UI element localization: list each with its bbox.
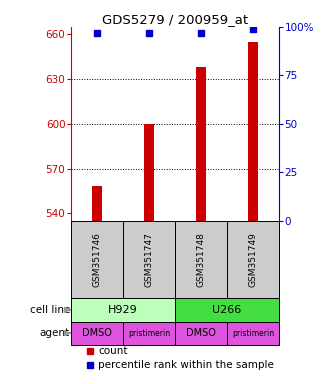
Text: U266: U266 — [212, 305, 242, 315]
Bar — [227, 221, 279, 298]
Text: percentile rank within the sample: percentile rank within the sample — [98, 360, 274, 370]
Bar — [196, 67, 206, 221]
Text: GSM351747: GSM351747 — [145, 232, 153, 287]
Text: GSM351746: GSM351746 — [92, 232, 101, 287]
Text: agent: agent — [40, 328, 70, 338]
Bar — [144, 124, 153, 221]
Text: H929: H929 — [108, 305, 138, 315]
Bar — [123, 221, 175, 298]
Text: pristimerin: pristimerin — [128, 329, 170, 338]
Bar — [92, 186, 102, 221]
Bar — [71, 321, 123, 345]
Bar — [123, 321, 175, 345]
Text: cell line: cell line — [30, 305, 70, 315]
Text: pristimerin: pristimerin — [232, 329, 274, 338]
Title: GDS5279 / 200959_at: GDS5279 / 200959_at — [102, 13, 248, 26]
Bar — [227, 321, 279, 345]
Bar — [248, 42, 257, 221]
Bar — [175, 321, 227, 345]
Bar — [71, 298, 175, 321]
Text: count: count — [98, 346, 127, 356]
Text: GSM351748: GSM351748 — [196, 232, 205, 287]
Bar — [71, 221, 123, 298]
Bar — [175, 298, 279, 321]
Bar — [175, 221, 227, 298]
Text: DMSO: DMSO — [186, 328, 216, 338]
Text: GSM351749: GSM351749 — [248, 232, 257, 287]
Text: DMSO: DMSO — [82, 328, 112, 338]
